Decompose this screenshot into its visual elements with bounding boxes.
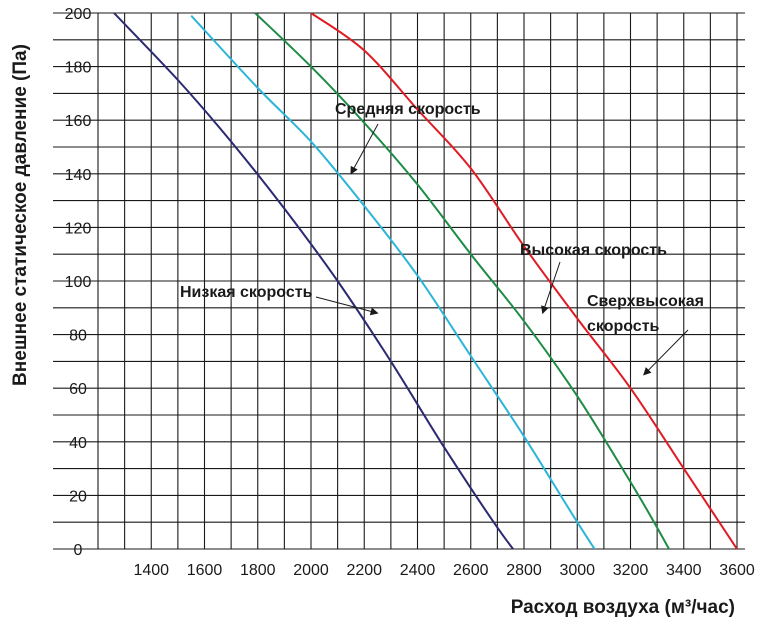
x-tick-label: 2600 [453, 562, 489, 579]
x-tick-label: 3600 [719, 562, 755, 579]
annotation-arrow [315, 296, 379, 316]
grid [53, 12, 745, 550]
annotation-arrow [350, 123, 379, 175]
y-axis-title: Внешнее статическое давление (Па) [10, 44, 31, 386]
x-tick-labels: 1400 1600 1800 2000 2200 2400 2600 2800 3000 3200… [133, 562, 754, 579]
x-tick-label: 3400 [666, 562, 702, 579]
annotation-label: Высокая скорость [520, 242, 667, 259]
y-tick-label: 200 [65, 6, 92, 23]
y-tick-label: 40 [69, 435, 87, 452]
x-tick-label: 3000 [559, 562, 595, 579]
x-axis-title: Расход воздуха (м³/час) [511, 597, 735, 618]
series-line-0 [113, 13, 515, 549]
x-tick-label: 2200 [346, 562, 382, 579]
y-tick-label: 140 [65, 167, 92, 184]
y-tick-labels: 0 20 40 60 80 100 120 140 160 180 200 [65, 6, 92, 559]
annotation-arrow [541, 261, 561, 315]
annotation-label: Сверхвысокая [587, 293, 704, 310]
annotation-arrow [643, 329, 689, 376]
annotation-label: Средняя скорость [335, 101, 481, 118]
y-tick-label: 20 [69, 488, 87, 505]
x-tick-label: 3200 [613, 562, 649, 579]
x-tick-label: 2000 [293, 562, 329, 579]
y-tick-label: 100 [65, 274, 92, 291]
annotation-label: скорость [587, 318, 660, 335]
x-tick-label: 1400 [133, 562, 169, 579]
annotations: Средняя скорость Высокая скорость Сверхвыс… [180, 101, 704, 376]
series-line-1 [190, 15, 596, 549]
annotation-label: Низкая скорость [180, 284, 313, 301]
y-tick-label: 60 [69, 381, 87, 398]
y-tick-label: 180 [65, 60, 92, 77]
x-tick-label: 2400 [400, 562, 436, 579]
y-tick-label: 160 [65, 113, 92, 130]
series-lines [113, 13, 738, 549]
x-tick-label: 1800 [240, 562, 276, 579]
series-line-3 [310, 13, 738, 549]
y-tick-label: 120 [65, 220, 92, 237]
series-line-2 [254, 13, 671, 549]
x-tick-label: 1600 [187, 562, 223, 579]
x-tick-label: 2800 [506, 562, 542, 579]
y-tick-label: 0 [74, 542, 83, 559]
y-tick-label: 80 [69, 328, 87, 345]
